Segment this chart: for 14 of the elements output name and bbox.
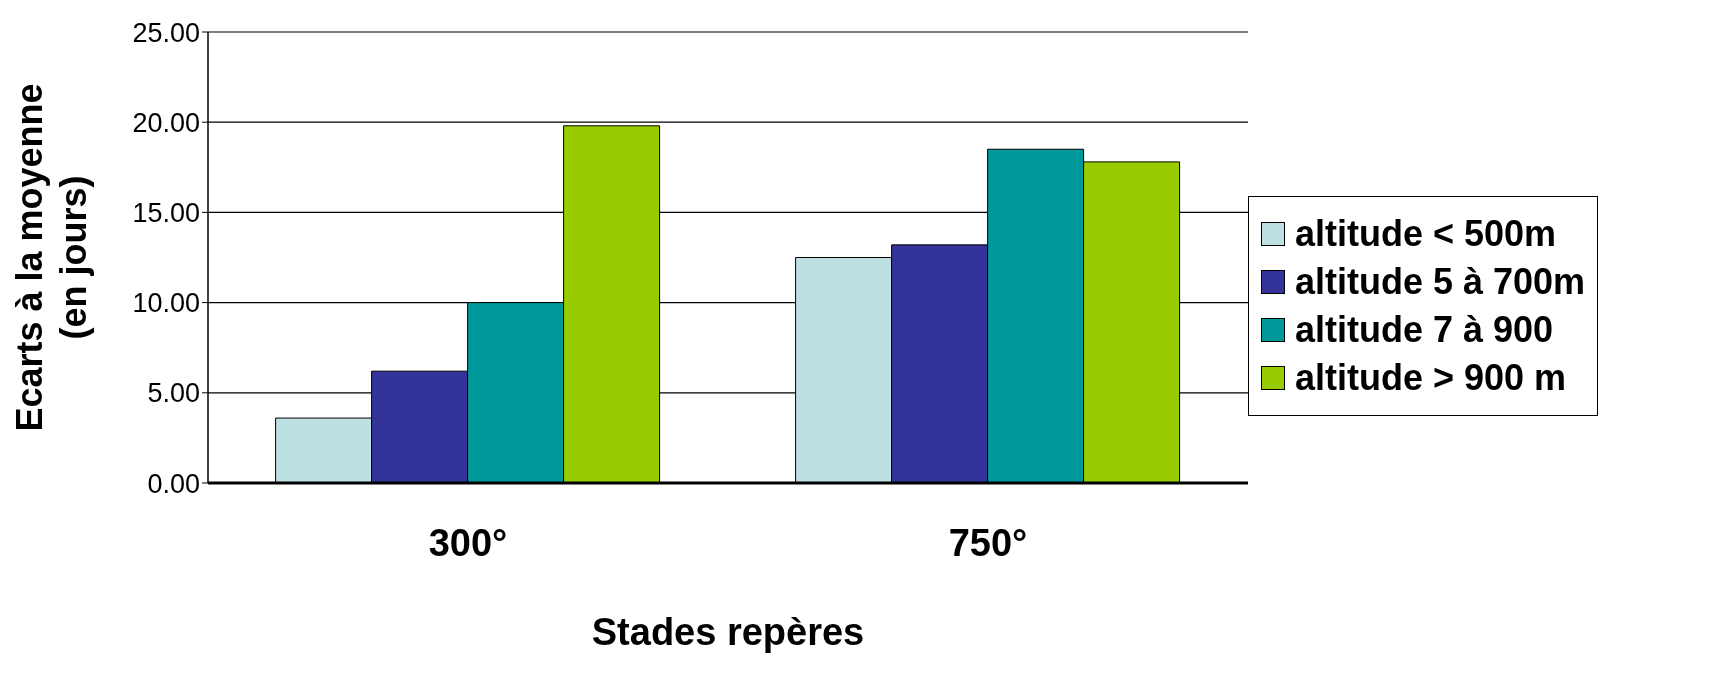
y-tick-label: 5.00 — [147, 378, 200, 409]
x-tick-label: 300° — [428, 521, 508, 564]
y-tick-label: 25.00 — [132, 17, 200, 48]
y-axis-title: Ecarts à la moyenne (en jours) — [9, 83, 94, 432]
legend-label: altitude < 500m — [1295, 212, 1557, 255]
x-tick-label: 750° — [948, 521, 1028, 564]
y-tick-label: 0.00 — [147, 468, 200, 499]
legend-label: altitude 5 à 700m — [1295, 260, 1586, 303]
y-tick-label: 20.00 — [132, 107, 200, 138]
y-tick-label: 15.00 — [132, 197, 200, 228]
x-axis-title: Stades repères — [591, 611, 865, 653]
y-tick-label: 10.00 — [132, 288, 200, 319]
legend-label: altitude > 900 m — [1295, 356, 1567, 399]
legend-label: altitude 7 à 900 — [1295, 308, 1554, 351]
